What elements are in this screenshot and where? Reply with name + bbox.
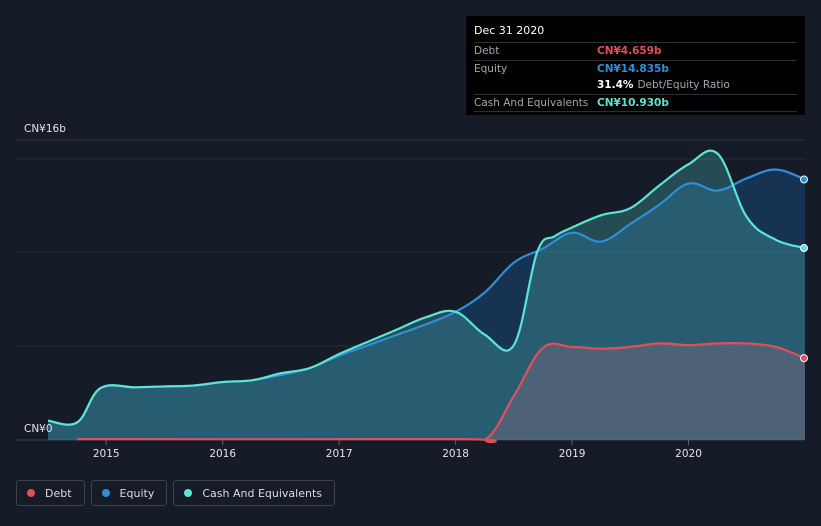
area-equity xyxy=(48,169,805,440)
tooltip-ratio-value: 31.4% xyxy=(597,79,634,92)
legend-item-cash[interactable]: Cash And Equivalents xyxy=(173,480,335,506)
line-debt xyxy=(77,341,806,443)
tooltip-row-cash: Cash And Equivalents CN¥10.930b xyxy=(474,93,797,112)
x-tick-label: 2017 xyxy=(326,448,353,460)
legend-item-equity[interactable]: Equity xyxy=(90,480,168,506)
tooltip-panel: Dec 31 2020 Debt CN¥4.659b Equity CN¥14.… xyxy=(466,16,805,115)
area-layer xyxy=(48,150,806,442)
legend-dot-icon xyxy=(27,489,35,497)
y-axis-top-label: CN¥16b xyxy=(24,123,66,135)
tooltip-label-debt: Debt xyxy=(474,45,500,58)
line-layer xyxy=(47,149,806,443)
x-axis-ticks: 2015 2016 2017 2018 2019 2020 xyxy=(93,440,702,460)
legend-label-equity: Equity xyxy=(119,486,155,500)
end-marker-debt xyxy=(800,354,808,363)
x-tick-label: 2020 xyxy=(675,448,702,460)
tooltip-value-cash: CN¥10.930b xyxy=(597,96,669,109)
tooltip-label-cash: Cash And Equivalents xyxy=(474,96,589,109)
tooltip-ratio-label: Debt/Equity Ratio xyxy=(637,79,730,92)
area-debt xyxy=(77,343,806,442)
tooltip-row-debt: Debt CN¥4.659b xyxy=(474,42,797,60)
x-tick-label: 2015 xyxy=(93,448,120,460)
y-axis-bottom-label: CN¥0 xyxy=(24,423,53,435)
end-marker-cash-and-equivalents xyxy=(800,244,808,253)
legend-dot-icon xyxy=(184,489,193,497)
legend-dot-icon xyxy=(101,489,110,497)
legend-label-debt: Debt xyxy=(45,486,72,500)
x-tick-label: 2018 xyxy=(442,448,469,460)
marker-layer xyxy=(800,175,808,363)
line-cash-and-equivalents xyxy=(47,149,806,426)
x-tick-label: 2016 xyxy=(209,448,236,460)
legend: Debt Equity Cash And Equivalents xyxy=(16,480,335,506)
tooltip-value-debt: CN¥4.659b xyxy=(597,45,662,58)
legend-item-debt[interactable]: Debt xyxy=(16,480,85,506)
tooltip-date: Dec 31 2020 xyxy=(474,24,545,37)
tooltip-row-ratio: 31.4% Debt/Equity Ratio xyxy=(474,77,797,94)
area-cash-and-equivalents xyxy=(48,150,805,440)
legend-label-cash: Cash And Equivalents xyxy=(202,486,322,500)
tooltip-value-equity: CN¥14.835b xyxy=(597,62,669,75)
tooltip-label-equity: Equity xyxy=(474,62,508,75)
x-tick-label: 2019 xyxy=(559,448,586,460)
end-marker-equity xyxy=(800,175,808,184)
tooltip-row-equity: Equity CN¥14.835b xyxy=(474,59,797,78)
